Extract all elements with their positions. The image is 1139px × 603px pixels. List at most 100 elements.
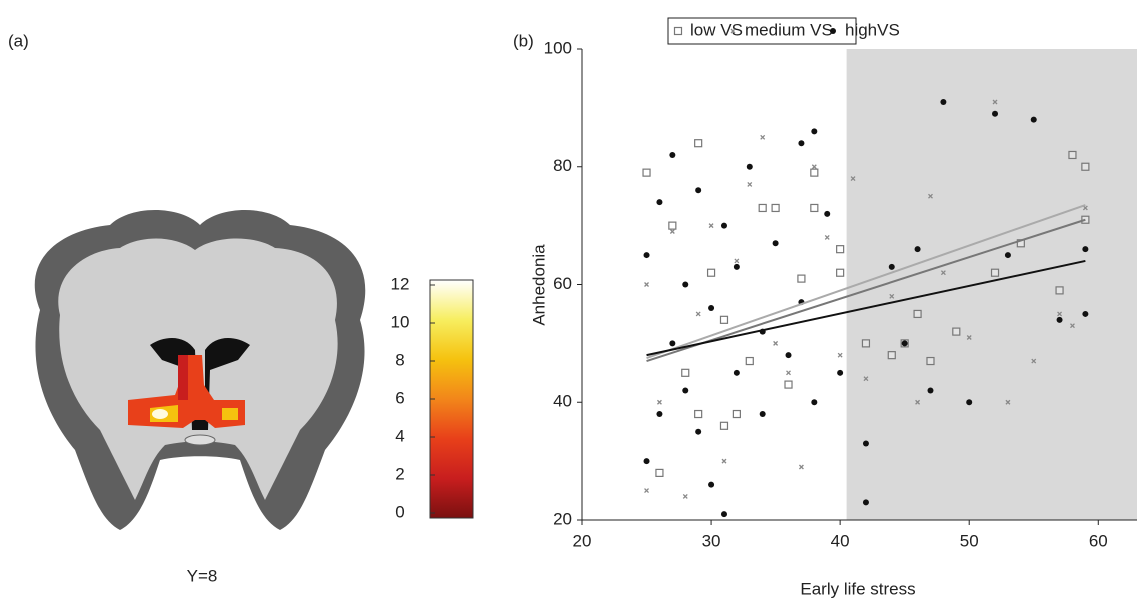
point <box>669 151 676 158</box>
point <box>643 252 650 259</box>
plot-area <box>642 49 1137 520</box>
point <box>992 99 998 105</box>
point <box>786 370 791 376</box>
point <box>966 335 972 340</box>
point <box>720 222 727 229</box>
point <box>669 340 676 347</box>
point <box>952 327 961 336</box>
point <box>861 339 871 348</box>
point <box>824 234 830 240</box>
x-tick-label: 30 <box>702 531 721 550</box>
colorbar <box>429 279 474 519</box>
x-tick-label: 20 <box>573 531 592 550</box>
point <box>811 399 818 406</box>
point <box>797 274 806 283</box>
point <box>708 305 715 312</box>
point <box>862 440 869 447</box>
point <box>798 464 804 470</box>
point <box>706 268 716 277</box>
point <box>901 340 908 347</box>
legend-label: medium VS <box>745 20 833 39</box>
panel-label: (b) <box>513 31 534 50</box>
point <box>784 380 793 389</box>
point <box>940 98 947 105</box>
point <box>681 368 690 377</box>
y-tick-label: 80 <box>553 156 572 175</box>
legend-marker <box>830 28 836 34</box>
point <box>1057 311 1063 317</box>
point <box>927 387 934 394</box>
x-tick-label: 40 <box>831 531 850 550</box>
point <box>1082 205 1088 211</box>
y-tick-label: 100 <box>544 38 572 57</box>
point <box>773 340 779 346</box>
point <box>966 399 973 406</box>
brain-image <box>34 210 366 530</box>
point <box>708 223 714 229</box>
colorbar-tick-label: 8 <box>395 350 404 369</box>
point <box>836 268 845 277</box>
colorbar-tick-label: 0 <box>395 502 404 521</box>
point <box>926 356 935 366</box>
point <box>695 428 702 435</box>
point <box>862 499 869 506</box>
point <box>1004 252 1011 259</box>
point <box>733 263 740 270</box>
point <box>656 411 663 418</box>
y-axis-label: Anhedonia <box>529 244 548 326</box>
x-axis-label: Early life stress <box>800 579 915 598</box>
point <box>887 351 896 360</box>
point <box>990 268 1000 277</box>
point <box>695 311 701 317</box>
y-tick-label: 20 <box>553 509 572 528</box>
point <box>837 352 843 358</box>
point <box>837 369 844 376</box>
trend-line <box>646 218 1086 362</box>
point <box>1056 316 1063 323</box>
point <box>1070 323 1075 329</box>
point <box>655 468 664 477</box>
point <box>708 481 715 488</box>
point <box>915 399 921 405</box>
legend-label: highVS <box>845 20 900 39</box>
point <box>758 203 767 213</box>
point <box>810 203 819 213</box>
point <box>888 263 895 270</box>
point <box>747 181 753 187</box>
point <box>810 168 819 177</box>
point <box>785 352 792 359</box>
y-tick-label: 40 <box>553 392 572 411</box>
point <box>656 399 662 405</box>
point <box>1005 399 1011 405</box>
point <box>719 315 729 324</box>
point <box>1030 116 1037 123</box>
point <box>642 168 651 177</box>
x-tick-label: 60 <box>1089 531 1108 550</box>
point <box>772 240 779 247</box>
point <box>759 411 766 418</box>
point <box>1082 310 1089 317</box>
point <box>721 458 727 464</box>
panel-label: (a) <box>8 31 29 50</box>
point <box>850 176 856 181</box>
trend-line <box>646 259 1086 357</box>
point <box>771 203 780 213</box>
colorbar-tick-label: 4 <box>395 426 404 445</box>
point <box>1081 162 1090 171</box>
point <box>682 387 689 394</box>
point <box>644 282 649 287</box>
point <box>694 409 703 419</box>
legend-label: low VS <box>690 20 743 39</box>
point <box>914 246 921 253</box>
point <box>811 164 817 170</box>
point <box>643 458 650 465</box>
point <box>992 110 999 117</box>
legend <box>667 17 857 45</box>
point <box>695 187 702 194</box>
point <box>720 511 727 518</box>
point <box>940 270 946 276</box>
legend-marker <box>730 28 736 34</box>
point <box>719 421 729 430</box>
point <box>733 369 740 376</box>
colorbar-tick-label: 6 <box>395 388 404 407</box>
